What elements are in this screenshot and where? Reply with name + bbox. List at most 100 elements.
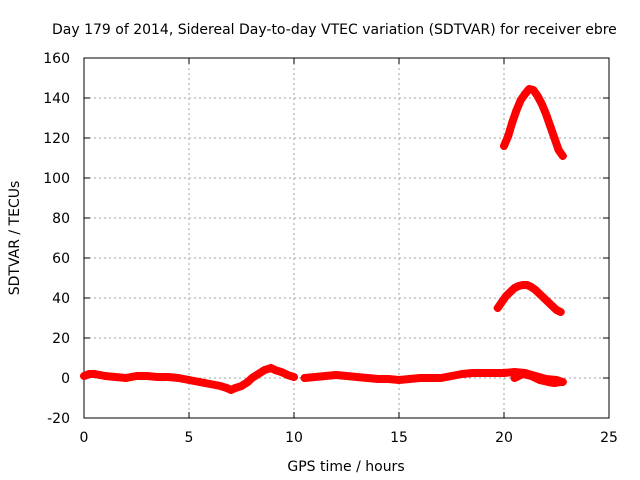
data-point (216, 382, 225, 390)
data-point (143, 372, 151, 380)
data-point (552, 306, 561, 314)
data-point (342, 372, 351, 380)
data-point (550, 134, 559, 142)
y-tick-label: 20 (52, 331, 70, 347)
data-point (101, 372, 109, 380)
data-point (153, 373, 162, 381)
data-point (164, 373, 172, 381)
plot-frame (83, 57, 610, 419)
y-tick-label: 0 (61, 371, 70, 387)
y-axis-label: SDTVAR / TECUs (7, 181, 23, 296)
x-axis-label: GPS time / hours (287, 459, 404, 475)
grid-lines (84, 58, 609, 418)
y-tick-label: 140 (43, 91, 70, 107)
x-tick-label: 20 (495, 430, 513, 446)
data-point (510, 284, 519, 292)
data-point (506, 288, 515, 296)
axis-ticks: 0 5 10 15 20 25 -20 0 20 40 60 80 100 120 140 160 (43, 51, 618, 446)
data-point (531, 286, 540, 294)
data-point (535, 376, 544, 384)
data-point (479, 369, 487, 377)
data-point (416, 374, 424, 382)
x-tick-label: 15 (390, 430, 408, 446)
data-point (254, 370, 263, 378)
x-tick-label: 0 (80, 430, 89, 446)
data-point (271, 366, 280, 374)
data-point (544, 298, 553, 306)
y-tick-label: 160 (43, 51, 70, 67)
data-point (426, 374, 435, 382)
y-tick-label: -20 (47, 411, 70, 427)
y-tick-label: 60 (52, 251, 70, 267)
data-point (231, 384, 240, 392)
data-point (527, 372, 536, 380)
data-point (243, 378, 252, 386)
y-tick-label: 100 (43, 171, 70, 187)
data-point (332, 371, 340, 379)
y-tick-label: 120 (43, 131, 70, 147)
series-arc-140 (500, 85, 567, 160)
data-point (185, 376, 193, 384)
data-point (546, 122, 555, 130)
data-point (248, 374, 256, 382)
data-point (237, 382, 246, 390)
data-point (510, 374, 519, 382)
data-point (80, 372, 88, 380)
data-point (353, 373, 361, 381)
data-point (447, 372, 456, 380)
data-point (497, 298, 506, 306)
data-point (521, 90, 529, 98)
data-point (405, 375, 414, 383)
data-point (493, 304, 502, 312)
data-point (374, 375, 382, 383)
data-point (556, 308, 565, 316)
data-point (111, 373, 120, 381)
data-point (458, 370, 466, 378)
chart-title: Day 179 of 2014, Sidereal Day-to-day VTE… (52, 22, 617, 38)
data-point (384, 375, 393, 383)
data-point (227, 386, 235, 394)
data-point (174, 374, 183, 382)
data-point (290, 373, 298, 381)
data-point (222, 384, 231, 392)
y-tick-label: 80 (52, 211, 70, 227)
series-baseline (80, 364, 298, 394)
data-point (468, 369, 477, 377)
data-point (489, 369, 498, 377)
data-point (518, 370, 527, 378)
y-tick-label: 40 (52, 291, 70, 307)
data-point (542, 110, 550, 118)
data-point (132, 372, 141, 380)
data-point (395, 376, 403, 384)
data-point (535, 290, 544, 298)
series-arc-40 (493, 281, 565, 316)
data-point (512, 106, 521, 114)
x-tick-label: 25 (600, 430, 618, 446)
data-point (195, 378, 204, 386)
data-point (548, 302, 557, 310)
data-point (277, 368, 286, 376)
data-point (266, 364, 275, 372)
data-point (529, 86, 538, 94)
data-point (300, 374, 309, 382)
data-point (311, 373, 319, 381)
data-point (508, 118, 517, 126)
x-tick-label: 5 (185, 430, 194, 446)
data-point (283, 371, 292, 379)
data-point (537, 100, 546, 108)
data-point (363, 374, 372, 382)
data-point (527, 283, 536, 291)
data-point (206, 380, 214, 388)
x-tick-label: 10 (285, 430, 303, 446)
data-point (554, 146, 563, 154)
data-point (558, 152, 567, 160)
data-point (504, 132, 513, 140)
data-point (437, 374, 445, 382)
data-point (122, 374, 130, 382)
series-branch-low (510, 370, 565, 387)
data-point (500, 142, 508, 150)
data-point (516, 96, 525, 104)
data-point (502, 292, 511, 300)
data-point (533, 92, 542, 100)
